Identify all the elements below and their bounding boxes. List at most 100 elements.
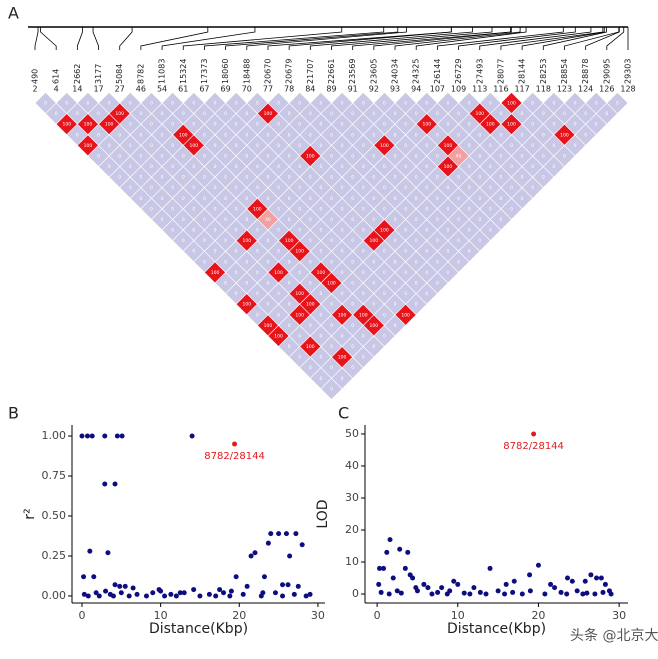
ld-cell-value: 0 bbox=[436, 259, 439, 265]
ld-cell-value: 0 bbox=[224, 175, 227, 181]
ld-cell-value: 0 bbox=[161, 132, 164, 138]
point bbox=[598, 575, 604, 581]
ld-cell-value: 0 bbox=[192, 249, 195, 255]
ld-cell-value: 0 bbox=[309, 238, 312, 244]
ld-cell-value: 0 bbox=[351, 302, 354, 308]
ld-cell-value: 0 bbox=[309, 111, 312, 117]
point bbox=[307, 591, 313, 597]
ld-cell-value: 0 bbox=[245, 153, 248, 159]
marker-connector bbox=[479, 27, 592, 50]
ld-cell-value: 0 bbox=[171, 206, 174, 212]
ld-cell-value: 0 bbox=[605, 111, 608, 117]
ld-cell-value: 0 bbox=[341, 143, 344, 149]
point bbox=[130, 585, 136, 591]
point bbox=[96, 593, 102, 599]
point bbox=[260, 590, 266, 596]
marker-connector bbox=[585, 27, 620, 50]
ld-cell-value: 0 bbox=[510, 185, 513, 191]
ld-cell-value: 0 bbox=[510, 164, 513, 170]
ld-cell-value: 0 bbox=[436, 196, 439, 202]
ld-cell-value: 0 bbox=[563, 111, 566, 117]
point bbox=[79, 433, 85, 439]
point bbox=[477, 589, 483, 595]
ld-cell-value: 0 bbox=[319, 122, 322, 128]
marker-connector bbox=[564, 27, 620, 50]
point bbox=[429, 591, 435, 597]
point bbox=[287, 553, 293, 559]
marker-index: 124 bbox=[578, 85, 593, 94]
point bbox=[580, 591, 586, 597]
ld-cell-value: 0 bbox=[203, 175, 206, 181]
ld-cell-value: 0 bbox=[267, 281, 270, 287]
x-tick-label: 20 bbox=[531, 609, 545, 622]
point bbox=[527, 588, 533, 594]
ld-cell-value: 0 bbox=[447, 185, 450, 191]
ld-cell-value: 0 bbox=[267, 259, 270, 265]
ld-cell-value: 0 bbox=[245, 111, 248, 117]
marker-index: 84 bbox=[305, 85, 315, 94]
ld-cell-value: 0 bbox=[277, 206, 280, 212]
ld-cell-value: 100 bbox=[444, 143, 453, 149]
marker-connector bbox=[225, 27, 399, 50]
ld-cell-value: 0 bbox=[235, 100, 238, 106]
ld-cell-value: 0 bbox=[203, 238, 206, 244]
ld-cell-value: 0 bbox=[351, 196, 354, 202]
marker-position: 24325 bbox=[412, 59, 421, 84]
ld-cell-value: 0 bbox=[256, 312, 259, 318]
ld-cell-value: 0 bbox=[552, 164, 555, 170]
point bbox=[158, 588, 164, 594]
ld-cell-value: 0 bbox=[489, 228, 492, 234]
point bbox=[268, 531, 274, 537]
ld-cell-value: 0 bbox=[457, 217, 460, 223]
marker-position: 18488 bbox=[242, 59, 251, 84]
ld-cell-value: 0 bbox=[319, 333, 322, 339]
ld-cell-value: 0 bbox=[362, 100, 365, 106]
ld-cell-value: 0 bbox=[362, 291, 365, 297]
point bbox=[85, 593, 91, 599]
ld-cell-value: 0 bbox=[341, 333, 344, 339]
ld-cell-value: 0 bbox=[341, 228, 344, 234]
ld-cell-value: 0 bbox=[436, 175, 439, 181]
ld-cell-value: 0 bbox=[256, 270, 259, 276]
ld-cell-value: 0 bbox=[277, 249, 280, 255]
x-tick-label: 0 bbox=[374, 609, 381, 622]
ld-cell-value: 0 bbox=[372, 302, 375, 308]
ld-cell-value: 0 bbox=[563, 153, 566, 159]
ld-cell-value: 0 bbox=[351, 153, 354, 159]
marker-position: 23569 bbox=[348, 59, 357, 84]
ld-cell-value: 100 bbox=[380, 143, 389, 149]
ld-cell-value: 0 bbox=[245, 259, 248, 265]
point bbox=[425, 585, 431, 591]
ld-cell-value: 0 bbox=[150, 206, 153, 212]
marker-index: 27 bbox=[115, 85, 125, 94]
point bbox=[93, 590, 99, 596]
marker-connector bbox=[542, 27, 607, 50]
ld-cell-value: 0 bbox=[521, 196, 524, 202]
ld-cell-value: 0 bbox=[457, 196, 460, 202]
ld-cell-value: 0 bbox=[298, 333, 301, 339]
ld-cell-value: 0 bbox=[436, 281, 439, 287]
ld-cell-value: 0 bbox=[108, 143, 111, 149]
ld-cell-value: 0 bbox=[129, 164, 132, 170]
x-tick-label: 30 bbox=[612, 609, 626, 622]
ld-cell-value: 0 bbox=[288, 111, 291, 117]
point bbox=[461, 590, 467, 596]
ld-cell-value: 0 bbox=[341, 122, 344, 128]
ld-cell-value: 0 bbox=[139, 111, 142, 117]
marker-position: 26144 bbox=[433, 59, 442, 84]
point bbox=[471, 585, 477, 591]
point bbox=[280, 582, 286, 588]
ld-cell-value: 0 bbox=[404, 270, 407, 276]
ld-cell-value: 0 bbox=[415, 175, 418, 181]
ld-cell-value: 0 bbox=[415, 281, 418, 287]
ld-cell-value: 0 bbox=[256, 100, 259, 106]
y-tick-label: 0.75 bbox=[42, 469, 67, 482]
ld-cell-value: 0 bbox=[118, 153, 121, 159]
point bbox=[495, 588, 501, 594]
ld-cell-value: 0 bbox=[118, 175, 121, 181]
point bbox=[134, 591, 140, 597]
ld-cell-value: 0 bbox=[351, 365, 354, 371]
ld-cell-value: 0 bbox=[203, 132, 206, 138]
point bbox=[81, 591, 87, 597]
ld-cell-value: 0 bbox=[161, 153, 164, 159]
